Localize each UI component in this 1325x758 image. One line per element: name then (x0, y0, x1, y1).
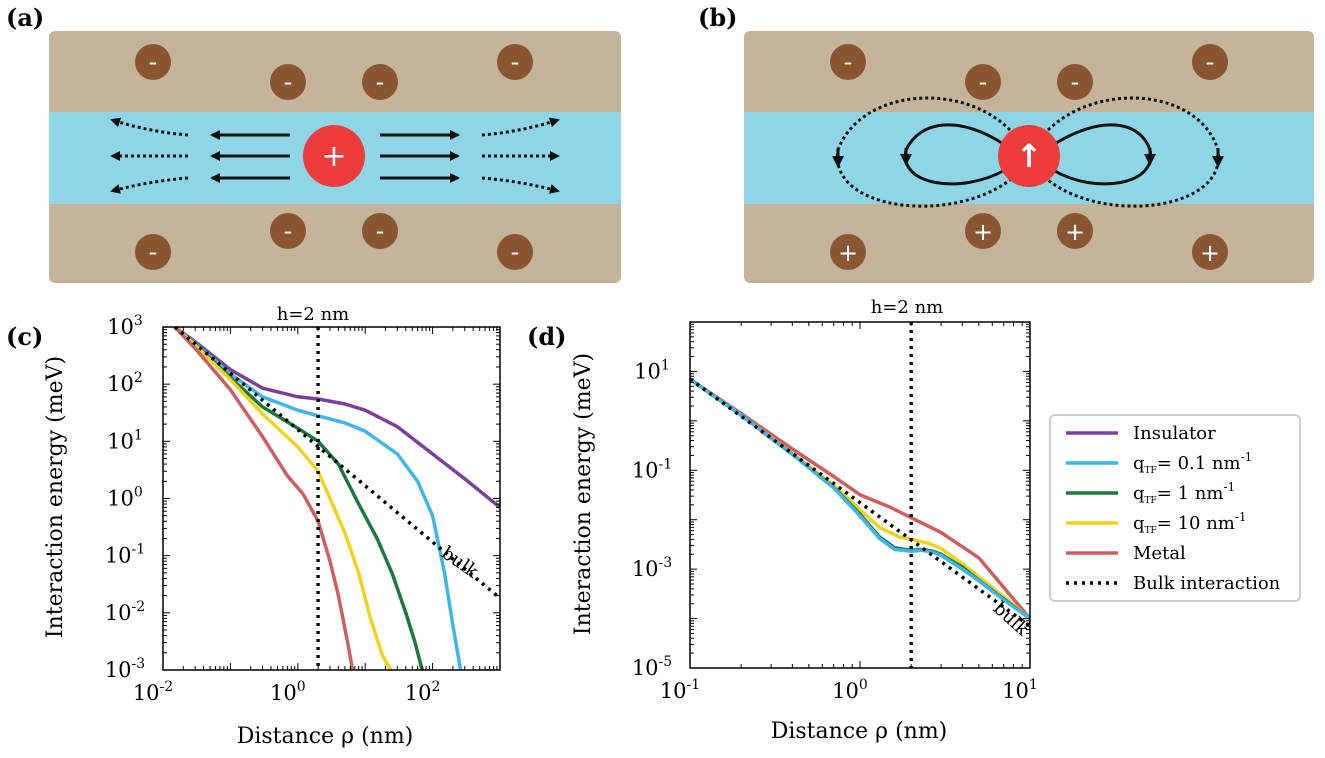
x-tick-label: 100 (832, 677, 868, 703)
series-line-bulk-interaction (690, 377, 1030, 628)
svg-text:-: - (979, 68, 988, 96)
vline-label-d: h=2 nm (871, 297, 944, 318)
x-tick-label: 100 (270, 679, 306, 705)
legend-label: Bulk interaction (1133, 573, 1281, 594)
bottom-ions-b: + + + + (830, 213, 1228, 270)
series-line-qtf-10-nm-1 (173, 327, 393, 670)
bulk-annotation: bulk (989, 598, 1033, 641)
svg-text:-: - (284, 68, 293, 96)
ylabel-d: Interaction energy (meV) (571, 353, 596, 635)
ion-bottom-a-4: - (497, 234, 533, 270)
svg-text:+: + (838, 239, 858, 267)
ion-top-a-2: - (270, 64, 306, 100)
svg-text:+: + (321, 139, 346, 174)
dipole-b: ↑ (998, 125, 1060, 187)
xlabel-c: Distance ρ (nm) (237, 724, 414, 749)
series-line-metal (173, 327, 355, 670)
y-tick-label: 10-3 (632, 555, 672, 581)
svg-text:-: - (284, 217, 293, 245)
ion-top-a-4: - (497, 44, 533, 80)
ylabel-c: Interaction energy (meV) (43, 356, 68, 638)
y-tick-label: 101 (107, 427, 143, 453)
dipole-field-lines-b (832, 96, 1224, 208)
ion-bottom-b-1: + (830, 234, 866, 270)
top-ions-b: - - - - (830, 44, 1228, 100)
plot-area (690, 322, 1030, 668)
field-arrows-a (110, 117, 560, 194)
xlabel-d: Distance ρ (nm) (771, 719, 948, 744)
svg-text:-: - (149, 238, 158, 266)
plot-area (173, 327, 500, 670)
y-tick-label: 10-3 (105, 656, 145, 682)
ion-top-a-3: - (362, 64, 398, 100)
ion-top-b-3: - (1057, 64, 1093, 100)
svg-text:-: - (511, 238, 520, 266)
panel-a: (a) - - - - - - - - (6, 3, 621, 283)
svg-text:-: - (1071, 68, 1080, 96)
top-ions-a: - - - - (135, 44, 533, 100)
legend-label: qTF= 0.1 nm-1 (1133, 450, 1252, 476)
ion-top-b-4: - (1192, 44, 1228, 80)
ion-bottom-a-1: - (135, 234, 171, 270)
legend-label: qTF= 10 nm-1 (1133, 510, 1247, 536)
series-line-metal (690, 377, 1030, 620)
legend-label: Insulator (1133, 423, 1216, 444)
panel-label-a: (a) (6, 3, 44, 32)
svg-text:+: + (1200, 239, 1220, 267)
panel-label-d: (d) (527, 322, 567, 351)
ion-bottom-b-3: + (1057, 213, 1093, 249)
svg-text:+: + (1065, 218, 1085, 246)
legend: Insulator qTF= 0.1 nm-1 qTF= 1 nm-1 qTF= 10… (1049, 414, 1301, 602)
ion-top-a-1: - (135, 44, 171, 80)
svg-text:-: - (844, 48, 853, 76)
chart-c: (c) h=2 nm Distance ρ (nm) Interaction e… (6, 304, 501, 749)
ion-top-b-1: - (830, 44, 866, 80)
svg-text:-: - (376, 217, 385, 245)
ion-top-b-2: - (965, 64, 1001, 100)
central-charge-a: + (303, 125, 365, 187)
ion-bottom-b-4: + (1192, 234, 1228, 270)
y-tick-label: 10-1 (632, 456, 672, 482)
y-tick-label: 101 (634, 357, 670, 383)
series-line-qtf-0-1-nm-1 (173, 327, 463, 670)
y-tick-label: 103 (107, 313, 143, 339)
y-tick-label: 102 (107, 370, 143, 396)
svg-text:+: + (973, 218, 993, 246)
x-tick-label: 10-1 (660, 677, 700, 703)
series-line-insulator (173, 327, 500, 509)
bottom-ions-a: - - - - (135, 213, 533, 270)
y-tick-label: 10-2 (105, 599, 145, 625)
x-tick-label: 10-2 (133, 679, 173, 705)
series-line-bulk-interaction (173, 327, 500, 600)
svg-text:↑: ↑ (1016, 137, 1043, 175)
svg-text:-: - (1206, 48, 1215, 76)
svg-text:-: - (149, 48, 158, 76)
panel-label-c: (c) (6, 322, 43, 351)
vline-label-c: h=2 nm (277, 304, 350, 325)
y-tick-label: 10-5 (632, 654, 672, 680)
svg-text:-: - (511, 48, 520, 76)
y-tick-label: 100 (107, 485, 143, 511)
panel-label-b: (b) (698, 3, 738, 32)
ion-bottom-a-2: - (270, 213, 306, 249)
series-line-qtf-1-nm-1 (173, 327, 424, 670)
x-tick-label: 102 (405, 679, 441, 705)
panel-b: (b) - - - - + + + + ↑ (698, 3, 1314, 283)
svg-text:-: - (376, 68, 385, 96)
legend-label: qTF= 1 nm-1 (1133, 480, 1235, 506)
x-tick-label: 101 (1002, 677, 1038, 703)
ion-bottom-b-2: + (965, 213, 1001, 249)
series-line-qtf-0-1-nm-1 (690, 377, 1030, 621)
ion-bottom-a-3: - (362, 213, 398, 249)
chart-d: (d) h=2 nm Distance ρ (nm) Interaction e… (527, 297, 1038, 744)
legend-label: Metal (1133, 543, 1186, 564)
y-tick-label: 10-1 (105, 542, 145, 568)
